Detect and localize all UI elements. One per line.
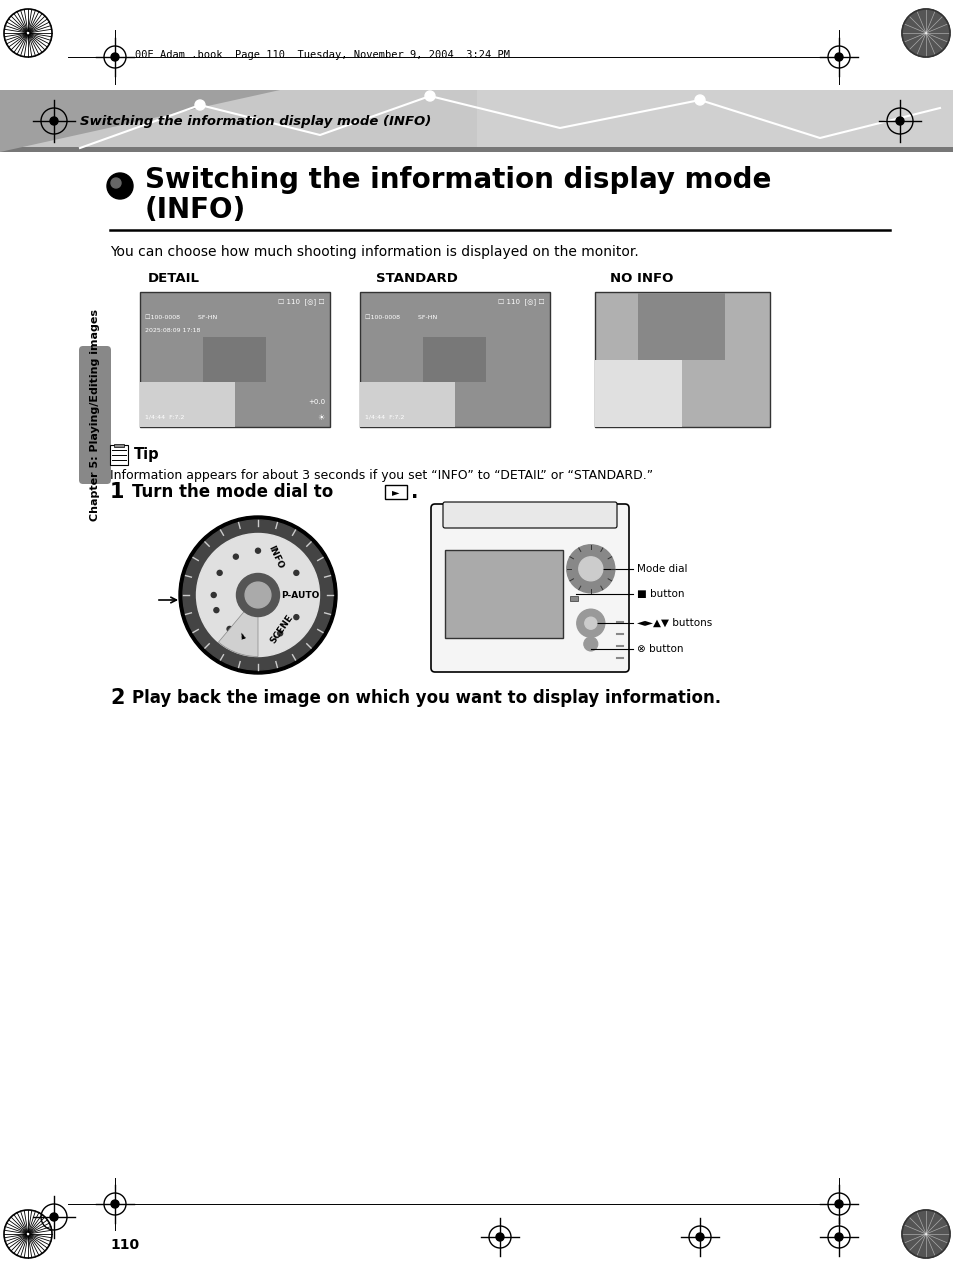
Bar — [203, 337, 266, 382]
Circle shape — [577, 609, 604, 637]
Text: NO INFO: NO INFO — [609, 271, 673, 285]
Text: .: . — [411, 483, 418, 502]
Circle shape — [196, 533, 319, 657]
Circle shape — [111, 53, 119, 61]
Polygon shape — [0, 90, 280, 153]
Bar — [385, 485, 407, 499]
Circle shape — [834, 1200, 842, 1208]
Text: 1/4:44  F:7.2: 1/4:44 F:7.2 — [145, 415, 184, 420]
Circle shape — [277, 630, 282, 636]
FancyBboxPatch shape — [431, 504, 628, 672]
Bar — [444, 550, 562, 638]
Circle shape — [834, 53, 842, 61]
Text: 2025:08:09 17:18: 2025:08:09 17:18 — [145, 328, 200, 333]
Text: ☐ 110  [◎] ☐: ☐ 110 [◎] ☐ — [278, 299, 325, 305]
Text: 00E Adam .book  Page 110  Tuesday, November 9, 2004  3:24 PM: 00E Adam .book Page 110 Tuesday, Novembe… — [135, 50, 510, 61]
Circle shape — [255, 549, 260, 554]
Circle shape — [901, 9, 949, 57]
Bar — [359, 293, 550, 427]
Circle shape — [236, 574, 279, 617]
Circle shape — [895, 117, 903, 125]
Circle shape — [4, 9, 52, 57]
Circle shape — [183, 520, 333, 670]
Circle shape — [227, 627, 232, 632]
Text: ⊗ button: ⊗ button — [637, 644, 682, 653]
Text: SCENE: SCENE — [269, 613, 294, 646]
Bar — [422, 337, 485, 382]
Text: ►: ► — [238, 629, 249, 639]
Circle shape — [111, 178, 121, 188]
Text: ►: ► — [392, 487, 399, 497]
Text: ☐ 110  [◎] ☐: ☐ 110 [◎] ☐ — [497, 299, 544, 305]
Text: Switching the information display mode (INFO): Switching the information display mode (… — [80, 115, 431, 127]
Text: STANDARD: STANDARD — [375, 271, 457, 285]
Bar — [140, 293, 330, 427]
Bar — [476, 90, 953, 153]
Text: Switching the information display mode: Switching the information display mode — [145, 166, 771, 194]
Circle shape — [566, 545, 614, 593]
Bar — [638, 293, 724, 359]
Circle shape — [294, 570, 298, 575]
Circle shape — [496, 1233, 503, 1241]
Text: ☐100-0008         SF-HN: ☐100-0008 SF-HN — [145, 314, 217, 319]
Text: ◄►▲▼ buttons: ◄►▲▼ buttons — [637, 618, 712, 628]
Circle shape — [111, 1200, 119, 1208]
Circle shape — [834, 1233, 842, 1241]
Circle shape — [107, 173, 132, 199]
Circle shape — [50, 1213, 58, 1221]
Text: 1/4:44  F:7.2: 1/4:44 F:7.2 — [365, 415, 404, 420]
Circle shape — [695, 95, 704, 105]
Text: Information appears for about 3 seconds if you set “INFO” to “DETAIL” or “STANDA: Information appears for about 3 seconds … — [110, 469, 653, 482]
Circle shape — [4, 1211, 52, 1258]
Circle shape — [424, 91, 435, 101]
Circle shape — [213, 608, 218, 613]
Text: DETAIL: DETAIL — [148, 271, 200, 285]
Text: 2: 2 — [110, 689, 125, 707]
Bar — [595, 293, 769, 427]
Wedge shape — [218, 595, 257, 657]
FancyBboxPatch shape — [79, 346, 111, 484]
Circle shape — [179, 516, 336, 673]
Circle shape — [696, 1233, 703, 1241]
Text: (INFO): (INFO) — [145, 195, 246, 224]
Circle shape — [245, 583, 271, 608]
Text: You can choose how much shooting information is displayed on the monitor.: You can choose how much shooting informa… — [110, 245, 639, 259]
Bar — [0, 148, 953, 153]
Circle shape — [211, 593, 216, 598]
Circle shape — [584, 617, 597, 629]
Circle shape — [248, 636, 253, 641]
Text: Chapter 5: Playing/Editing images: Chapter 5: Playing/Editing images — [90, 309, 100, 521]
Text: +0.0: +0.0 — [308, 398, 325, 405]
Bar — [359, 382, 455, 427]
Circle shape — [294, 614, 298, 619]
Circle shape — [217, 570, 222, 575]
Bar — [569, 595, 578, 600]
Circle shape — [233, 554, 238, 559]
Text: Play back the image on which you want to display information.: Play back the image on which you want to… — [132, 689, 720, 707]
Text: INFO: INFO — [266, 543, 285, 570]
Circle shape — [583, 637, 598, 651]
Text: ☀: ☀ — [317, 412, 325, 421]
FancyBboxPatch shape — [442, 502, 617, 528]
Bar — [113, 444, 124, 446]
Bar — [110, 445, 128, 465]
Text: 110: 110 — [110, 1238, 139, 1252]
Text: 1: 1 — [110, 482, 125, 502]
Text: ☐100-0008         SF-HN: ☐100-0008 SF-HN — [365, 314, 436, 319]
Circle shape — [901, 1211, 949, 1258]
Bar — [140, 382, 234, 427]
Text: Mode dial: Mode dial — [637, 564, 687, 574]
Text: Turn the mode dial to: Turn the mode dial to — [132, 483, 333, 501]
Circle shape — [578, 557, 602, 581]
Circle shape — [50, 117, 58, 125]
Circle shape — [194, 100, 205, 110]
Bar — [0, 90, 953, 153]
Text: P-AUTO: P-AUTO — [280, 590, 318, 599]
Bar — [595, 359, 681, 427]
Text: Tip: Tip — [133, 448, 159, 463]
Text: ■ button: ■ button — [637, 589, 684, 599]
